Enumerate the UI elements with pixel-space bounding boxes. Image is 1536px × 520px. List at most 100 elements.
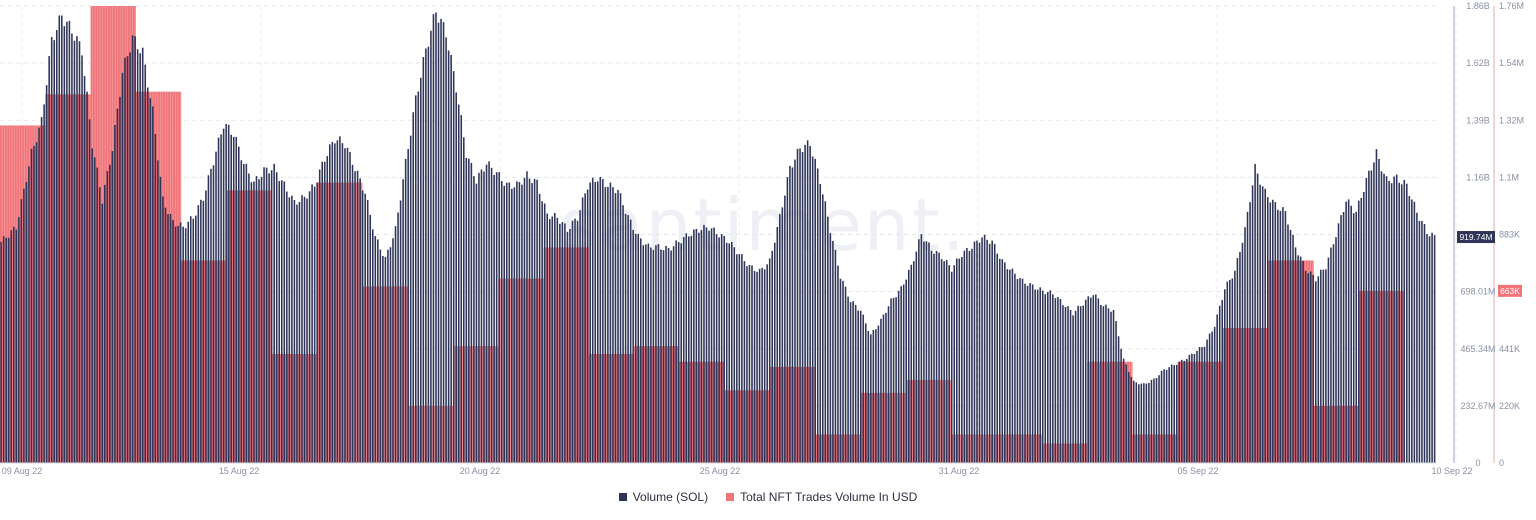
legend-swatch-usd — [726, 493, 735, 501]
bar-sol — [1365, 177, 1368, 463]
bar-sol — [1231, 278, 1234, 463]
bar-sol — [164, 207, 167, 463]
bar-sol — [109, 164, 111, 463]
bar-sol — [581, 197, 584, 463]
bar-sol — [25, 182, 28, 464]
bar-sol — [1158, 375, 1160, 463]
bar-sol — [366, 199, 369, 463]
legend-swatch-sol — [618, 493, 627, 501]
bar-sol — [1115, 321, 1117, 463]
bar-sol — [1206, 339, 1208, 463]
x-tick-label: 05 Sep 22 — [1177, 466, 1218, 476]
left-tick-label: 232.67M — [1460, 401, 1495, 411]
bar-sol — [397, 212, 399, 463]
bar-sol — [111, 151, 114, 463]
bar-sol — [1150, 379, 1153, 463]
bar-sol — [139, 53, 141, 463]
bar-sol — [232, 136, 235, 463]
bar-sol — [1264, 188, 1267, 463]
bar-sol — [849, 302, 852, 463]
bar-sol — [607, 187, 609, 463]
bar-sol — [1175, 364, 1178, 463]
bar-sol — [1153, 378, 1155, 463]
bar-sol — [248, 173, 250, 463]
bar-sol — [1426, 234, 1428, 463]
bar-sol — [197, 205, 200, 463]
bar-sol — [55, 30, 58, 464]
bar-sol — [746, 266, 748, 463]
bar-sol — [134, 36, 136, 463]
bar-sol — [349, 151, 351, 463]
bar-sol — [986, 239, 988, 463]
left-tick-label: 0 — [1475, 458, 1480, 468]
bar-sol — [119, 96, 121, 464]
bar-sol — [253, 181, 255, 464]
bar-sol — [637, 233, 640, 463]
bar-sol — [799, 148, 801, 463]
bar-sol — [698, 232, 700, 463]
bar-sol — [1373, 162, 1375, 463]
bar-sol — [766, 264, 768, 463]
bar-sol — [1120, 348, 1122, 463]
legend-item-usd[interactable]: Total NFT Trades Volume In USD — [726, 490, 917, 504]
bar-sol — [1251, 185, 1254, 463]
bar-sol — [243, 163, 245, 463]
bar-sol — [58, 15, 61, 463]
bar-sol — [495, 172, 498, 464]
left-tick-label: 465.34M — [1460, 344, 1495, 354]
bar-sol — [286, 191, 288, 463]
bar-sol — [940, 259, 943, 463]
bar-sol — [561, 222, 564, 463]
bar-sol — [1428, 236, 1431, 463]
bar-sol — [1241, 242, 1244, 463]
bar-sol — [280, 180, 283, 463]
bar-sol — [657, 244, 660, 463]
bar-sol — [629, 219, 632, 463]
bar-sol — [1140, 383, 1143, 463]
bar-sol — [819, 184, 822, 463]
bar-sol — [700, 230, 703, 463]
bar-sol — [339, 136, 341, 463]
bar-sol — [33, 145, 35, 463]
bar-sol — [804, 144, 806, 463]
bar-sol — [1034, 289, 1036, 463]
bar-sol — [86, 91, 88, 464]
bar-sol — [326, 156, 329, 463]
legend-item-sol[interactable]: Volume (SOL) — [618, 490, 708, 504]
bar-sol — [839, 278, 842, 463]
bar-sol — [235, 137, 238, 463]
bar-sol — [844, 286, 847, 463]
bar-sol — [536, 179, 538, 464]
bar-sol — [498, 172, 500, 463]
bar-sol — [432, 14, 435, 463]
bar-sol — [1183, 360, 1186, 463]
bar-sol — [773, 242, 776, 463]
bar-sol — [877, 325, 880, 463]
bar-sol — [0, 241, 2, 463]
bar-sol — [1347, 199, 1350, 463]
bar-sol — [1074, 310, 1077, 463]
bar-sol — [179, 222, 182, 463]
bar-sol — [43, 104, 45, 464]
bar-sol — [1317, 276, 1320, 463]
bar-sol — [356, 170, 359, 464]
bar-sol — [1188, 354, 1191, 463]
bar-sol — [83, 76, 86, 463]
bar-sol — [1054, 298, 1057, 463]
bar-sol — [680, 243, 682, 463]
bar-sol — [614, 193, 617, 463]
bar-sol — [647, 243, 650, 463]
bar-sol — [1087, 296, 1090, 463]
bar-sol — [187, 221, 190, 463]
bar-sol — [513, 187, 516, 463]
bar-sol — [776, 227, 779, 463]
bar-usd — [1132, 434, 1178, 463]
bar-sol — [913, 261, 915, 463]
bar-sol — [1059, 299, 1062, 463]
bar-sol — [1201, 347, 1203, 463]
bar-sol — [693, 229, 695, 463]
bar-sol — [121, 72, 124, 463]
bar-sol — [571, 220, 574, 463]
bar-sol — [1274, 202, 1277, 463]
bar-sol — [359, 178, 361, 464]
